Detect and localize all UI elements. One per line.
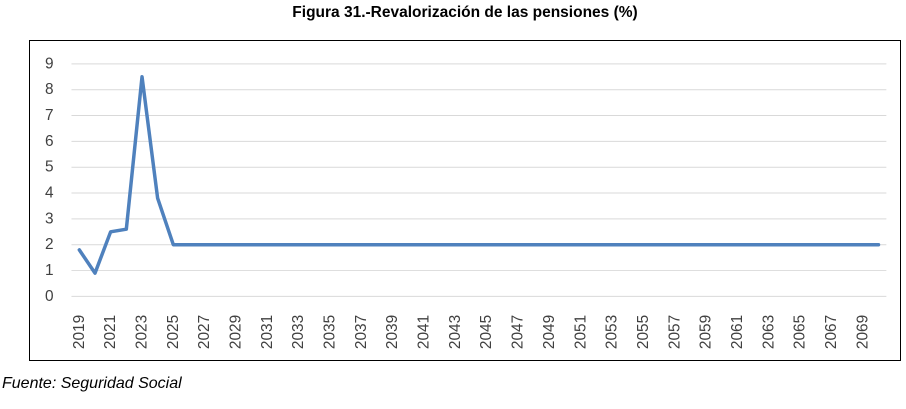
x-axis-tick-label: 2033 xyxy=(290,315,307,349)
x-axis-tick-label: 2029 xyxy=(228,315,245,349)
source-note: Fuente: Seguridad Social xyxy=(2,375,182,392)
x-axis-tick-label: 2065 xyxy=(792,315,809,349)
chart-frame: 0 1 2 3 4 5 6 7 8 9 2019 2021 2023 2025 2027 2029 2031 20… xyxy=(29,40,901,361)
x-axis-tick-label: 2023 xyxy=(133,315,150,349)
x-axis-tick-label: 2053 xyxy=(604,315,621,349)
x-axis-tick-label: 2057 xyxy=(666,315,683,349)
y-axis-tick-label: 0 xyxy=(45,288,54,305)
y-axis-tick-label: 8 xyxy=(45,81,54,98)
x-axis-tick-label: 2059 xyxy=(698,315,715,349)
x-axis-tick-label: 2039 xyxy=(384,315,401,349)
y-axis-tick-label: 9 xyxy=(45,55,54,72)
line-chart-plot: 0 1 2 3 4 5 6 7 8 9 2019 2021 2023 2025 2027 2029 2031 20… xyxy=(45,55,887,349)
x-axis-tick-label: 2025 xyxy=(165,315,182,349)
x-axis-tick-label: 2027 xyxy=(196,315,213,349)
x-axis-tick-label: 2063 xyxy=(760,315,777,349)
chart-title: Figura 31.-Revalorización de las pension… xyxy=(292,4,638,21)
x-axis-tick-label: 2047 xyxy=(510,315,527,349)
x-axis-tick-label: 2019 xyxy=(71,315,88,349)
x-axis-tick-label: 2041 xyxy=(416,315,433,349)
x-axis-tick-label: 2021 xyxy=(102,315,119,349)
x-axis-tick-label: 2049 xyxy=(541,315,558,349)
y-axis-tick-label: 3 xyxy=(45,210,54,227)
y-axis-tick-label: 2 xyxy=(45,236,54,253)
y-axis-tick-label: 5 xyxy=(45,159,54,176)
x-axis-tick-label: 2055 xyxy=(635,315,652,349)
x-axis-tick-label: 2061 xyxy=(729,315,746,349)
x-axis-tick-label: 2035 xyxy=(322,315,339,349)
data-line-revalorizacion xyxy=(77,75,881,275)
y-axis-tick-label: 4 xyxy=(45,185,54,202)
y-axis-tick-label: 1 xyxy=(45,262,54,279)
x-axis-tick-label: 2045 xyxy=(478,315,495,349)
x-axis-tick-label: 2031 xyxy=(259,315,276,349)
x-axis-tick-label: 2067 xyxy=(823,315,840,349)
y-axis-tick-label: 6 xyxy=(45,133,54,150)
x-axis-tick-label: 2037 xyxy=(353,315,370,349)
x-axis-tick-label: 2043 xyxy=(447,315,464,349)
y-axis-tick-label: 7 xyxy=(45,107,54,124)
x-axis-tick-label: 2051 xyxy=(572,315,589,349)
x-axis-tick-label: 2069 xyxy=(854,315,871,349)
